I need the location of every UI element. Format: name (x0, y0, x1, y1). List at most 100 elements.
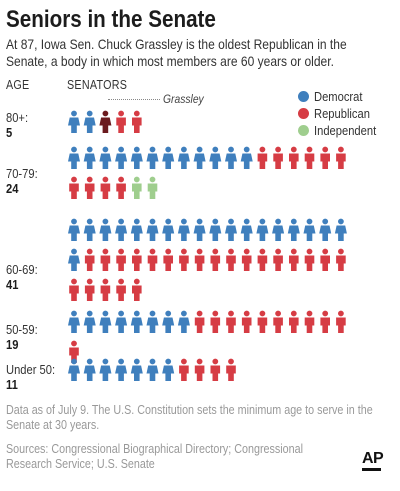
senator-figure-republican (163, 248, 173, 271)
senator-figure-republican (289, 146, 299, 169)
senator-figure-democrat (130, 218, 143, 241)
group-label-70-79: 70-79: 24 (6, 166, 38, 196)
senator-figure-democrat (209, 146, 222, 169)
senator-figure-republican (320, 310, 330, 333)
senator-figure-democrat (146, 146, 159, 169)
group-total-60-69: 41 (6, 277, 19, 292)
senator-figure-democrat (68, 146, 80, 169)
senator-figure-democrat (115, 358, 128, 381)
senator-figure-democrat (83, 146, 96, 169)
senator-figure-republican (257, 310, 268, 333)
senator-figure-democrat (83, 110, 96, 133)
senator-figure-republican (132, 248, 142, 271)
senator-figure-democrat (99, 358, 112, 381)
senator-figure-republican (84, 248, 95, 271)
senator-figure-democrat (130, 310, 143, 333)
senator-figure-republican (194, 310, 205, 333)
senator-figure-democrat (146, 310, 159, 333)
group-age-under-50: Under 50: (6, 362, 56, 377)
senator-figure-republican (289, 248, 299, 271)
senator-figure-republican (210, 248, 221, 271)
senator-figure-republican (241, 310, 252, 333)
group-age-50-59: 50-59: (6, 322, 38, 337)
senator-figure-democrat (177, 146, 190, 169)
senator-figure-republican (273, 310, 283, 333)
senator-figure-democrat (209, 218, 222, 241)
senator-figure-republican (100, 248, 111, 271)
senator-figure-republican (194, 248, 205, 271)
senator-figure-republican (100, 278, 111, 301)
senator-figure-republican (336, 310, 346, 333)
senator-figure-republican (147, 248, 158, 271)
senator-figure-republican (336, 146, 346, 169)
group-total-50-59: 19 (6, 337, 19, 352)
senators-column-header: SENATORS (67, 78, 128, 92)
senator-figure-democrat (146, 218, 159, 241)
senator-figure-democrat (99, 218, 112, 241)
senator-figure-republican (320, 248, 330, 271)
footnote: Data as of July 9. The U.S. Constitution… (6, 403, 373, 432)
group-total-80-plus: 5 (6, 125, 13, 140)
legend-swatch-republican (298, 108, 309, 119)
senator-figure-republican (241, 248, 252, 271)
legend: Democrat Republican Independent (298, 88, 386, 139)
senator-figure-republican (226, 248, 236, 271)
senator-figure-democrat (146, 358, 159, 381)
senator-figure-republican (226, 358, 236, 381)
legend-item-independent: Independent (298, 122, 386, 139)
senator-figure-republican (100, 176, 111, 199)
senator-figure-republican (69, 278, 79, 301)
senator-figure-democrat (256, 218, 269, 241)
senator-figure-democrat (68, 110, 80, 133)
senator-figure-republican (304, 310, 315, 333)
grassley-callout-line (108, 99, 160, 100)
senator-figure-independent (132, 176, 142, 199)
senator-figure-democrat (162, 358, 175, 381)
senator-figure-democrat (303, 218, 316, 241)
senator-figure-republican (257, 248, 268, 271)
legend-item-republican: Republican (298, 105, 386, 122)
senator-figure-democrat (225, 218, 237, 241)
senator-figure-democrat (99, 310, 112, 333)
group-age-60-69: 60-69: (6, 262, 38, 277)
chart-title: Seniors in the Senate (6, 6, 216, 33)
senator-figure-democrat (287, 218, 300, 241)
senator-figure-democrat (225, 146, 237, 169)
senator-figure-democrat (68, 248, 80, 271)
senator-figure-republican (116, 248, 126, 271)
senator-figure-democrat (240, 146, 253, 169)
senator-figure-republican (304, 146, 315, 169)
grassley-callout-label: Grassley (163, 92, 204, 106)
senator-figure-democrat (68, 218, 80, 241)
senator-figure-democrat (83, 310, 96, 333)
senator-figure-democrat (240, 218, 253, 241)
group-age-70-79: 70-79: (6, 166, 38, 181)
senator-figure-republican (194, 358, 205, 381)
senator-figure-republican (132, 278, 142, 301)
senator-figure-democrat (162, 146, 175, 169)
senator-figure-republican (84, 278, 95, 301)
senator-figure-republican (69, 176, 79, 199)
senator-figure-democrat (115, 218, 128, 241)
ap-logo-underline (362, 468, 381, 471)
senator-figure-republican (210, 310, 221, 333)
group-label-60-69: 60-69: 41 (6, 262, 38, 292)
senator-figure-republican (226, 310, 236, 333)
senator-figure-democrat (115, 146, 128, 169)
age-column-header: AGE (6, 78, 30, 92)
senator-figure-republican (116, 110, 126, 133)
senator-figure-democrat (334, 218, 347, 241)
legend-label-independent: Independent (314, 123, 377, 138)
group-total-under-50: 11 (6, 377, 18, 392)
senator-figure-republican (116, 278, 126, 301)
senator-figure-democrat (177, 218, 190, 241)
senator-figure-republican (179, 358, 189, 381)
senator-figure-democrat (130, 358, 143, 381)
senator-figure-republican (273, 146, 283, 169)
senator-figure-democrat (115, 310, 128, 333)
senator-figure-democrat (177, 310, 190, 333)
senator-figure-republican (273, 248, 283, 271)
senator-figure-democrat (162, 218, 175, 241)
group-label-80-plus: 80+: 5 (6, 110, 28, 140)
senator-figure-democrat (162, 310, 175, 333)
